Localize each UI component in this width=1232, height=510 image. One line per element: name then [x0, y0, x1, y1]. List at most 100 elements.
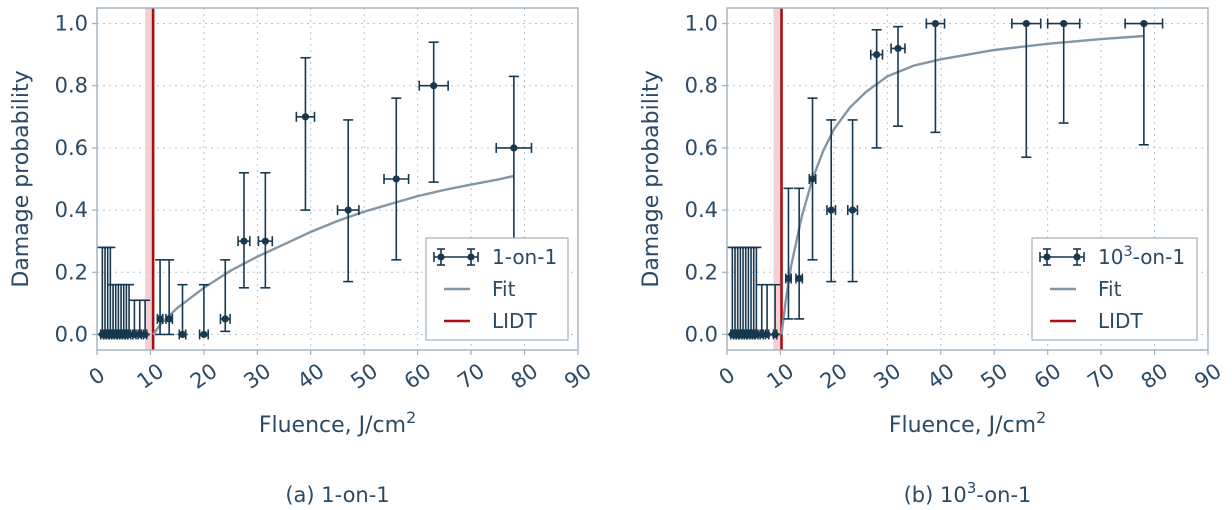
x-tick-label: 50 — [346, 359, 382, 394]
data-point-with-errorbar — [495, 75, 533, 242]
data-point-with-errorbar — [336, 119, 360, 283]
panel-caption: (a) 1-on-1 — [285, 483, 389, 507]
data-point — [141, 330, 149, 339]
legend: 103-on-1 Fit LIDT — [1031, 237, 1198, 341]
y-tick-label: 0.4 — [685, 198, 718, 222]
x-tick-label: 50 — [976, 359, 1012, 394]
data-point-with-errorbar — [1046, 18, 1081, 124]
data-point — [848, 206, 857, 214]
x-tick-label: 60 — [400, 359, 436, 394]
data-point — [873, 51, 881, 59]
data-point — [1022, 19, 1030, 28]
data-point — [130, 330, 139, 339]
data-point-with-errorbar — [124, 283, 135, 340]
panel-caption: (b) 103-on-1 — [904, 479, 1032, 507]
data-point-with-errorbar — [826, 119, 837, 283]
legend-label-lidt: LIDT — [492, 309, 537, 333]
data-point-with-errorbar — [383, 97, 410, 261]
data-point-with-errorbar — [727, 246, 738, 340]
data-point-with-errorbar — [164, 259, 175, 336]
data-point — [808, 175, 817, 183]
legend-label-lidt: LIDT — [1098, 309, 1143, 333]
data-point — [240, 237, 248, 245]
lidt-band — [145, 8, 154, 350]
y-tick-label: 0.2 — [55, 260, 88, 284]
legend-marker — [467, 253, 475, 261]
data-point-with-errorbar — [732, 246, 743, 340]
x-axis-label: Fluence, J/cm2 — [259, 408, 416, 439]
x-tick-label: 60 — [1030, 359, 1066, 394]
data-point — [430, 82, 438, 90]
x-axis-label: Fluence, J/cm2 — [889, 408, 1046, 439]
data-point-with-errorbar — [295, 56, 316, 211]
data-point — [200, 330, 208, 339]
data-point-with-errorbar — [846, 119, 859, 283]
data-point — [931, 19, 940, 28]
legend-marker — [1043, 253, 1051, 261]
data-point-with-errorbar — [1124, 18, 1164, 146]
x-tick-label: 70 — [453, 359, 489, 394]
data-point-with-errorbar — [257, 171, 274, 289]
legend-label-data: 103-on-1 — [1098, 244, 1185, 269]
data-point — [752, 330, 760, 339]
chart-panel-b: 0.0 0.2 0.4 0.6 0.8 1.0 0 10 20 30 40 50 60 70 80 90 Dam… — [639, 7, 1226, 507]
data-point — [165, 315, 173, 323]
x-tick-label: 10 — [763, 359, 799, 394]
legend-label-data: 1-on-1 — [492, 245, 557, 269]
x-tick-label: 20 — [816, 359, 852, 394]
y-tick-label: 1.0 — [685, 12, 718, 36]
data-point-with-errorbar — [100, 246, 111, 340]
fit-curve — [152, 174, 515, 336]
data-point — [344, 206, 352, 214]
data-point-with-errorbar — [890, 25, 906, 127]
y-tick-label: 0.4 — [55, 198, 88, 222]
x-tick-label: 30 — [239, 359, 275, 394]
legend-symbol-data — [433, 248, 479, 266]
data-point — [125, 330, 133, 339]
x-tick-label: 10 — [133, 359, 169, 394]
data-point-with-errorbar — [177, 283, 188, 340]
data-point-with-errorbar — [237, 171, 251, 289]
x-tick-label: 90 — [1190, 359, 1226, 394]
legend-marker — [437, 253, 445, 261]
data-point-with-errorbar — [198, 283, 209, 340]
x-tick-label: 20 — [186, 359, 222, 394]
data-point-with-errorbar — [105, 246, 116, 340]
data-point-with-errorbar — [925, 18, 946, 134]
data-point-with-errorbar — [219, 259, 231, 333]
plot-frame — [726, 7, 1209, 351]
x-tick-label: 40 — [923, 359, 959, 394]
y-tick-label: 0.0 — [55, 322, 88, 346]
data-point — [894, 44, 902, 53]
y-tick-label: 1.0 — [55, 12, 88, 36]
x-tick-label: 70 — [1083, 359, 1119, 394]
x-tick-label: 40 — [293, 359, 329, 394]
data-point — [261, 237, 269, 245]
plot-area — [727, 8, 1164, 350]
data-point — [178, 330, 187, 339]
data-point-with-errorbar — [770, 283, 781, 340]
y-axis-label: Damage probability — [9, 70, 34, 287]
data-point — [301, 113, 310, 121]
legend-label-fit: Fit — [1098, 277, 1122, 301]
data-point — [221, 315, 229, 323]
x-tick-label: 80 — [1137, 359, 1173, 394]
data-point-with-errorbar — [97, 246, 108, 340]
fit-curve — [780, 34, 1144, 335]
y-axis-label: Damage probability — [639, 70, 664, 287]
data-point-with-errorbar — [762, 283, 773, 340]
data-point-with-errorbar — [869, 28, 884, 149]
x-tick-label: 0 — [85, 363, 110, 390]
y-tick-label: 0.2 — [685, 260, 718, 284]
legend-marker — [1073, 253, 1081, 261]
data-point — [827, 206, 835, 214]
data-point-with-errorbar — [102, 246, 113, 340]
legend: 1-on-1 Fit LIDT — [425, 237, 569, 341]
y-tick-label: 0.0 — [685, 322, 718, 346]
data-point-with-errorbar — [140, 299, 151, 340]
data-point-with-errorbar — [418, 41, 449, 183]
y-tick-label: 0.8 — [685, 74, 718, 98]
data-point — [392, 175, 400, 183]
data-point-with-errorbar — [1011, 18, 1042, 159]
x-tick-label: 30 — [869, 359, 905, 394]
